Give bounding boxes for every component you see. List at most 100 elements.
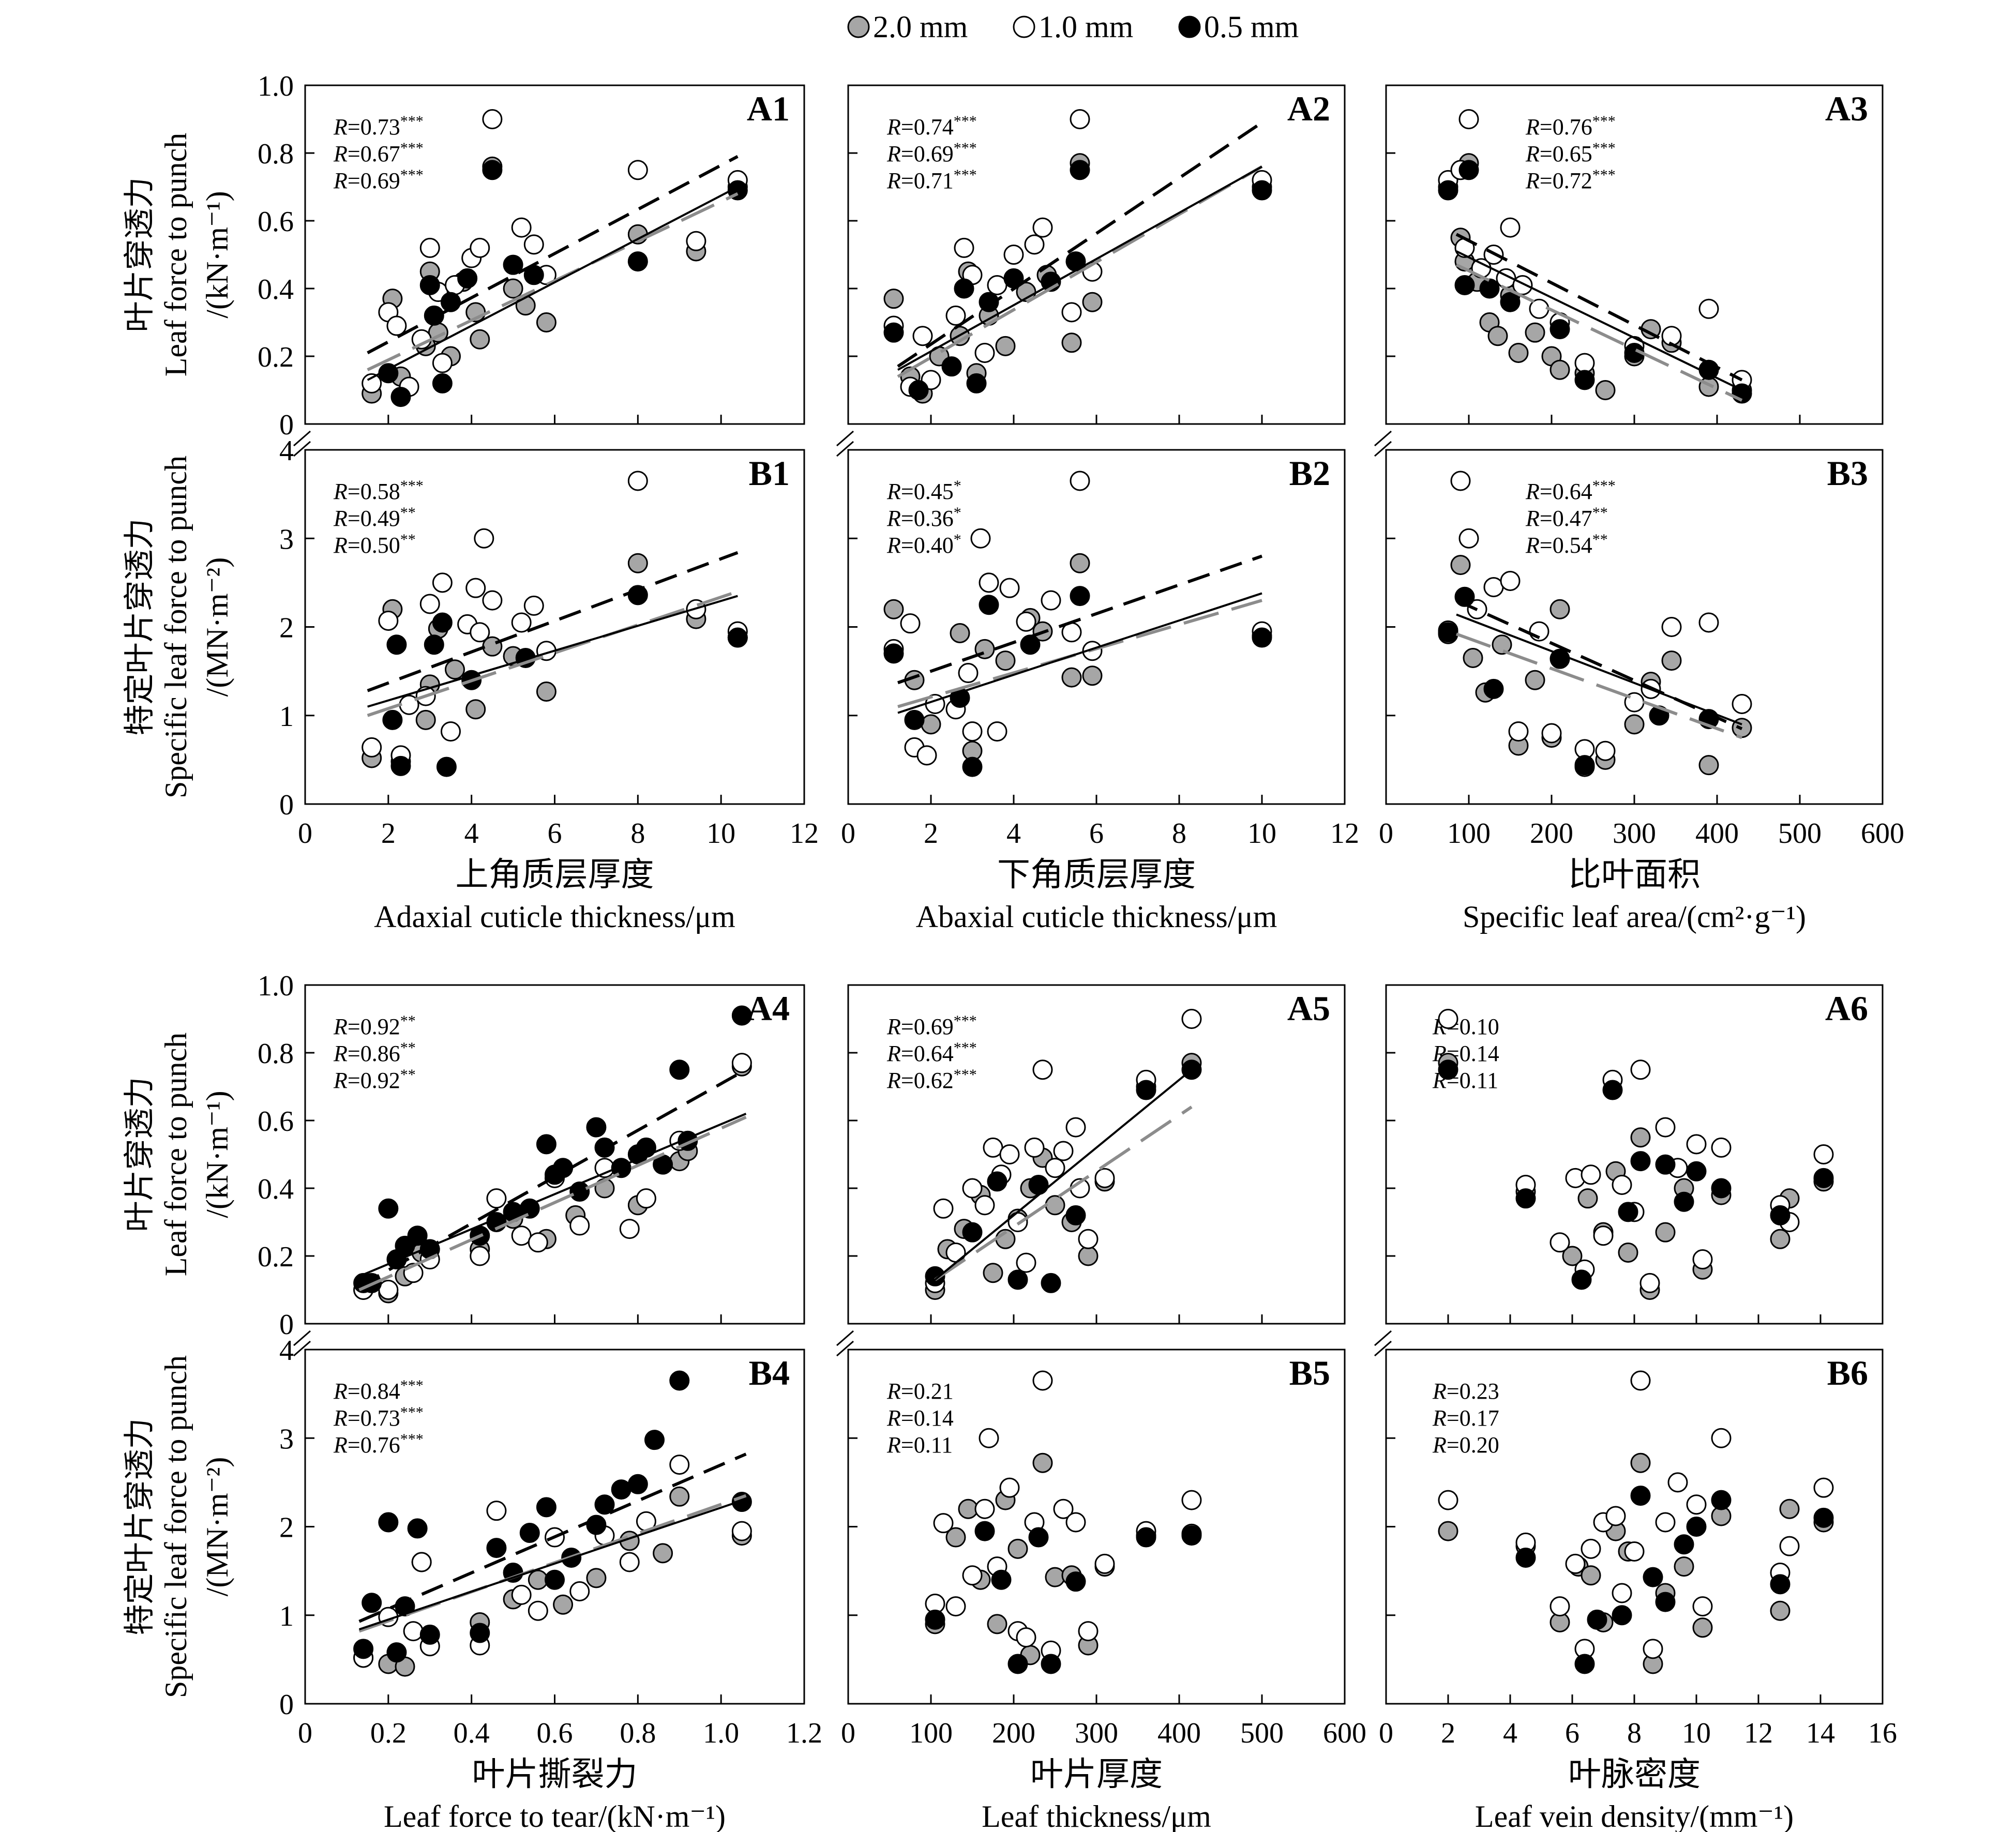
data-point xyxy=(378,1280,399,1300)
data-point xyxy=(474,528,494,549)
r-value-label: R=0.73*** xyxy=(333,1404,424,1431)
data-point xyxy=(1674,1534,1694,1555)
data-point xyxy=(1770,1205,1791,1225)
data-point xyxy=(486,1188,507,1209)
x-tick-label: 1.0 xyxy=(703,1717,739,1749)
data-point xyxy=(419,275,440,295)
r-value-label: R=0.72*** xyxy=(1525,166,1616,193)
data-point xyxy=(962,1222,983,1243)
panels: 00.20.40.60.81.0A1R=0.73***R=0.67***R=0.… xyxy=(258,70,1904,1749)
data-point xyxy=(1630,1151,1651,1172)
data-point xyxy=(1045,1158,1065,1178)
panel-label: A6 xyxy=(1825,989,1868,1028)
data-point xyxy=(1065,1117,1086,1138)
r-value-label: R=0.47** xyxy=(1525,504,1608,531)
data-point xyxy=(999,578,1020,598)
regression-line xyxy=(1456,613,1742,725)
data-point xyxy=(1028,1527,1049,1548)
data-point xyxy=(1686,1134,1707,1155)
data-point xyxy=(528,1600,548,1621)
data-point xyxy=(1686,1517,1707,1537)
data-point xyxy=(503,254,523,275)
data-point xyxy=(1661,650,1682,671)
data-point xyxy=(1007,1538,1028,1559)
data-point xyxy=(974,1498,995,1519)
data-point xyxy=(1007,1269,1028,1290)
data-point xyxy=(933,1198,954,1219)
data-point xyxy=(1136,1527,1156,1548)
axis-break-mark xyxy=(1374,1330,1392,1346)
data-point xyxy=(904,709,925,730)
data-point xyxy=(1624,714,1645,735)
data-point xyxy=(362,373,382,393)
data-point xyxy=(995,336,1016,356)
x-axis-title-en: Leaf vein density/(mm⁻¹) xyxy=(1475,1799,1794,1832)
panel-label: B3 xyxy=(1827,453,1868,493)
data-point xyxy=(1252,180,1272,201)
data-point xyxy=(1061,332,1082,353)
data-point xyxy=(1692,1249,1713,1270)
x-tick-label: 0.8 xyxy=(620,1717,656,1749)
data-point xyxy=(382,709,403,730)
data-point xyxy=(440,292,461,312)
data-point xyxy=(979,572,999,593)
r-value-label: R=0.84*** xyxy=(333,1377,424,1404)
y-axis-title-B: /(MN·m⁻²) xyxy=(200,557,234,697)
data-point xyxy=(1053,1141,1074,1161)
data-point xyxy=(962,1565,983,1586)
data-point xyxy=(1577,1188,1598,1209)
data-point xyxy=(991,1569,1012,1590)
data-point xyxy=(945,1596,966,1617)
panel-label: A4 xyxy=(747,989,790,1028)
y-tick-label: 4 xyxy=(279,1335,294,1367)
data-point xyxy=(1500,570,1521,591)
axis-break-mark xyxy=(836,430,854,447)
data-point xyxy=(1711,1178,1732,1199)
panel-label: B1 xyxy=(749,453,790,493)
y-tick-label: 0.2 xyxy=(258,1241,294,1273)
data-point xyxy=(933,1513,954,1534)
data-point xyxy=(619,1219,640,1239)
data-point xyxy=(1515,1547,1536,1568)
y-axis-title-A: Leaf force to punch xyxy=(159,1033,193,1276)
y-tick-label: 1 xyxy=(279,701,294,733)
data-point xyxy=(1692,1617,1713,1638)
data-point xyxy=(1016,1627,1036,1648)
data-point xyxy=(1438,1521,1458,1541)
data-point xyxy=(1032,1452,1053,1473)
regression-line xyxy=(897,554,1262,685)
data-point xyxy=(731,1521,752,1541)
r-value-label: R=0.69*** xyxy=(333,166,424,193)
data-point xyxy=(415,709,436,730)
x-tick-label: 0 xyxy=(298,1717,312,1749)
x-tick-label: 400 xyxy=(1157,1717,1201,1749)
regression-line xyxy=(897,121,1263,368)
x-axis-title-en: Leaf force to tear/(kN·m⁻¹) xyxy=(384,1799,726,1832)
regression-line xyxy=(358,1113,747,1278)
data-point xyxy=(470,622,490,643)
data-point xyxy=(523,595,544,616)
data-point xyxy=(987,1171,1007,1192)
r-value-label: R=0.76*** xyxy=(333,1431,424,1458)
data-point xyxy=(1483,678,1504,699)
data-point xyxy=(1454,275,1475,295)
data-point xyxy=(1181,1525,1202,1546)
y-tick-label: 0 xyxy=(279,789,294,821)
y-axis-title-A: /(kN·m⁻¹) xyxy=(200,191,234,318)
x-tick-label: 2 xyxy=(381,817,396,850)
data-point xyxy=(954,237,974,258)
data-point xyxy=(1655,1117,1676,1138)
data-point xyxy=(1612,1605,1632,1626)
regression-line xyxy=(1456,250,1742,391)
data-point xyxy=(669,1455,690,1475)
data-point xyxy=(669,1486,690,1507)
data-point xyxy=(669,1059,690,1080)
data-point xyxy=(1515,1188,1536,1209)
axis-break-mark xyxy=(1374,441,1392,457)
y-axis-title-A: 叶片穿透力 xyxy=(123,177,157,332)
data-point xyxy=(653,1543,673,1564)
data-point xyxy=(979,1428,999,1448)
data-point xyxy=(1612,1583,1632,1603)
data-point xyxy=(1602,1080,1623,1100)
